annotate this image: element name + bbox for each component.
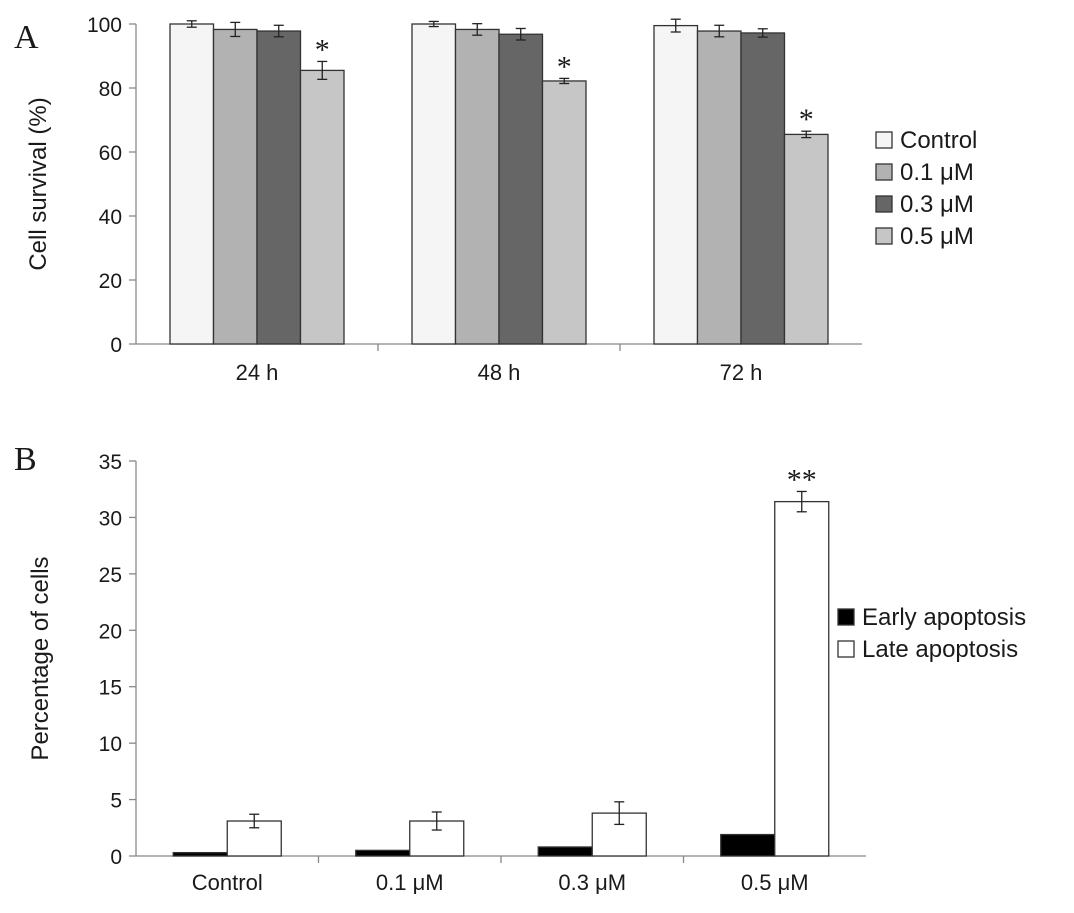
chart-a-y-tick-label: 40	[99, 206, 122, 229]
chart-a-bar	[169, 23, 215, 345]
chart-b-y-tick-label: 35	[99, 451, 122, 474]
chart-b-significance-marker: **	[787, 463, 817, 496]
chart-a-significance-marker: *	[315, 33, 330, 66]
chart-a-legend-swatch	[875, 227, 893, 245]
chart-b-y-tick-label: 30	[99, 507, 122, 530]
chart-a-legend-swatch	[875, 163, 893, 181]
chart-a-bar	[299, 69, 345, 345]
chart-b-bar	[172, 851, 228, 857]
chart-a-bar	[454, 28, 500, 345]
chart-b-y-tick-label: 5	[110, 790, 122, 813]
chart-b-legend-swatch	[837, 608, 855, 626]
chart-a-legend-label: 0.1 μM	[900, 159, 974, 186]
chart-a-significance-marker: *	[799, 103, 814, 136]
chart-b-bar	[537, 846, 593, 857]
chart-a-y-tick-label: 100	[87, 14, 122, 37]
chart-b-y-tick-label: 15	[99, 677, 122, 700]
chart-b-legend-label: Early apoptosis	[862, 604, 1026, 631]
panel-letter-a: A	[14, 19, 39, 56]
chart-a-legend-label: Control	[900, 127, 977, 154]
chart-b-y-axis-label: Percentage of cells	[27, 556, 54, 760]
chart-a-x-tick-label: 72 h	[720, 360, 763, 385]
chart-a-bar	[783, 133, 829, 345]
chart-b-x-tick-label: 0.1 μM	[376, 870, 444, 895]
chart-a-x-tick-label: 24 h	[236, 360, 279, 385]
chart-a-y-tick-label: 20	[99, 270, 122, 293]
chart-b-y-tick-label: 25	[99, 564, 122, 587]
chart-a-y-tick-label: 0	[110, 334, 122, 357]
chart-a-legend-label: 0.3 μM	[900, 191, 974, 218]
chart-a-bar	[541, 80, 587, 345]
chart-a-bar	[740, 32, 786, 345]
chart-a-bar	[696, 30, 742, 345]
chart-b-x-tick-label: 0.5 μM	[741, 870, 809, 895]
panel-letter-b: B	[14, 441, 37, 478]
chart-b-x-tick-label: 0.3 μM	[558, 870, 626, 895]
chart-b-bar	[774, 500, 830, 857]
chart-a-bar	[212, 28, 258, 345]
chart-b-x-tick-label: Control	[192, 870, 263, 895]
chart-a-y-tick-label: 60	[99, 142, 122, 165]
chart-b-y-tick-label: 10	[99, 733, 122, 756]
chart-a-legend-swatch	[875, 131, 893, 149]
chart-a-y-tick-label: 80	[99, 78, 122, 101]
chart-b-legend-label: Late apoptosis	[862, 636, 1018, 663]
chart-a-bar	[411, 23, 457, 345]
chart-b-bar	[355, 849, 411, 857]
chart-b-bar	[720, 833, 776, 857]
chart-a-cell-survival: 0 20 40 60 80 100 Cell survival (%) 24 h * 48 h * 7…	[25, 14, 977, 385]
chart-a-bar	[653, 24, 699, 345]
chart-a-bar	[498, 33, 544, 345]
chart-b-legend-swatch	[837, 640, 855, 658]
chart-b-apoptosis: 0 5 10 15 20 25 30 35 Percentage of cells Control…	[27, 451, 1026, 895]
chart-a-bar	[256, 30, 302, 345]
chart-b-y-tick-label: 20	[99, 620, 122, 643]
chart-a-x-tick-label: 48 h	[478, 360, 521, 385]
chart-a-legend-label: 0.5 μM	[900, 223, 974, 250]
chart-a-significance-marker: *	[557, 50, 572, 83]
chart-a-y-axis-label: Cell survival (%)	[25, 97, 52, 270]
chart-a-legend-swatch	[875, 195, 893, 213]
chart-b-y-tick-label: 0	[110, 846, 122, 869]
